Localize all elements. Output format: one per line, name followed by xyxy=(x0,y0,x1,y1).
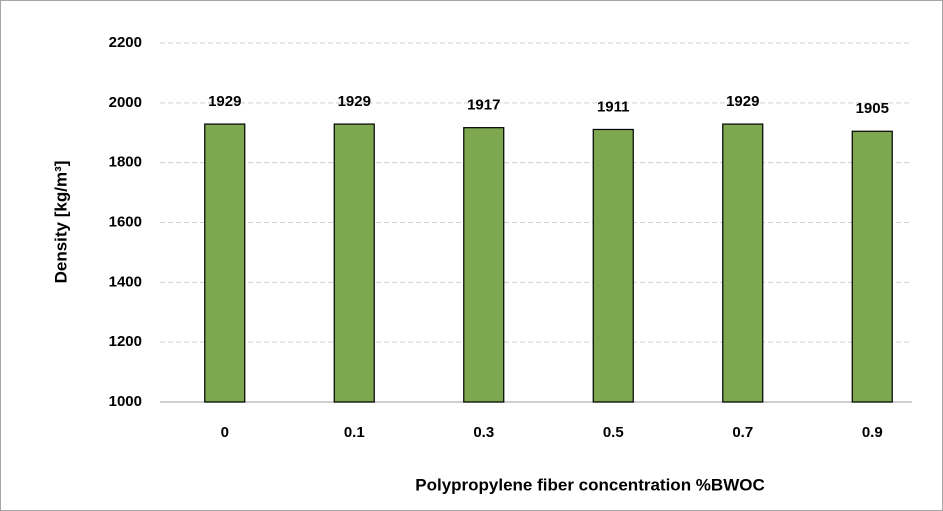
bar xyxy=(592,128,634,403)
x-tick-label: 0.5 xyxy=(603,424,624,441)
y-tick-label: 1200 xyxy=(109,333,142,350)
x-axis-title: Polypropylene fiber concentration %BWOC xyxy=(415,475,765,494)
data-label: 1905 xyxy=(856,100,889,117)
y-tick-label: 2200 xyxy=(109,34,142,51)
data-label: 1929 xyxy=(726,93,759,110)
bar xyxy=(851,130,893,403)
data-label: 1929 xyxy=(338,93,371,110)
x-tick-label: 0.3 xyxy=(473,424,494,441)
y-tick-label: 1600 xyxy=(109,213,142,230)
y-tick-label: 1400 xyxy=(109,273,142,290)
data-label: 1929 xyxy=(208,93,241,110)
y-tick-label: 1000 xyxy=(109,393,142,410)
data-label: 1911 xyxy=(597,98,630,115)
bar xyxy=(333,123,375,403)
bar xyxy=(204,123,246,403)
y-tick-label: 1800 xyxy=(109,154,142,171)
x-tick-label: 0 xyxy=(221,424,229,441)
data-label: 1917 xyxy=(467,97,500,114)
bar xyxy=(722,123,764,403)
y-tick-label: 2000 xyxy=(109,94,142,111)
x-tick-label: 0.7 xyxy=(732,424,753,441)
bar xyxy=(463,127,505,403)
y-axis-title: Density [kg/m³] xyxy=(51,161,70,284)
x-tick-label: 0.1 xyxy=(344,424,365,441)
x-tick-label: 0.9 xyxy=(862,424,883,441)
